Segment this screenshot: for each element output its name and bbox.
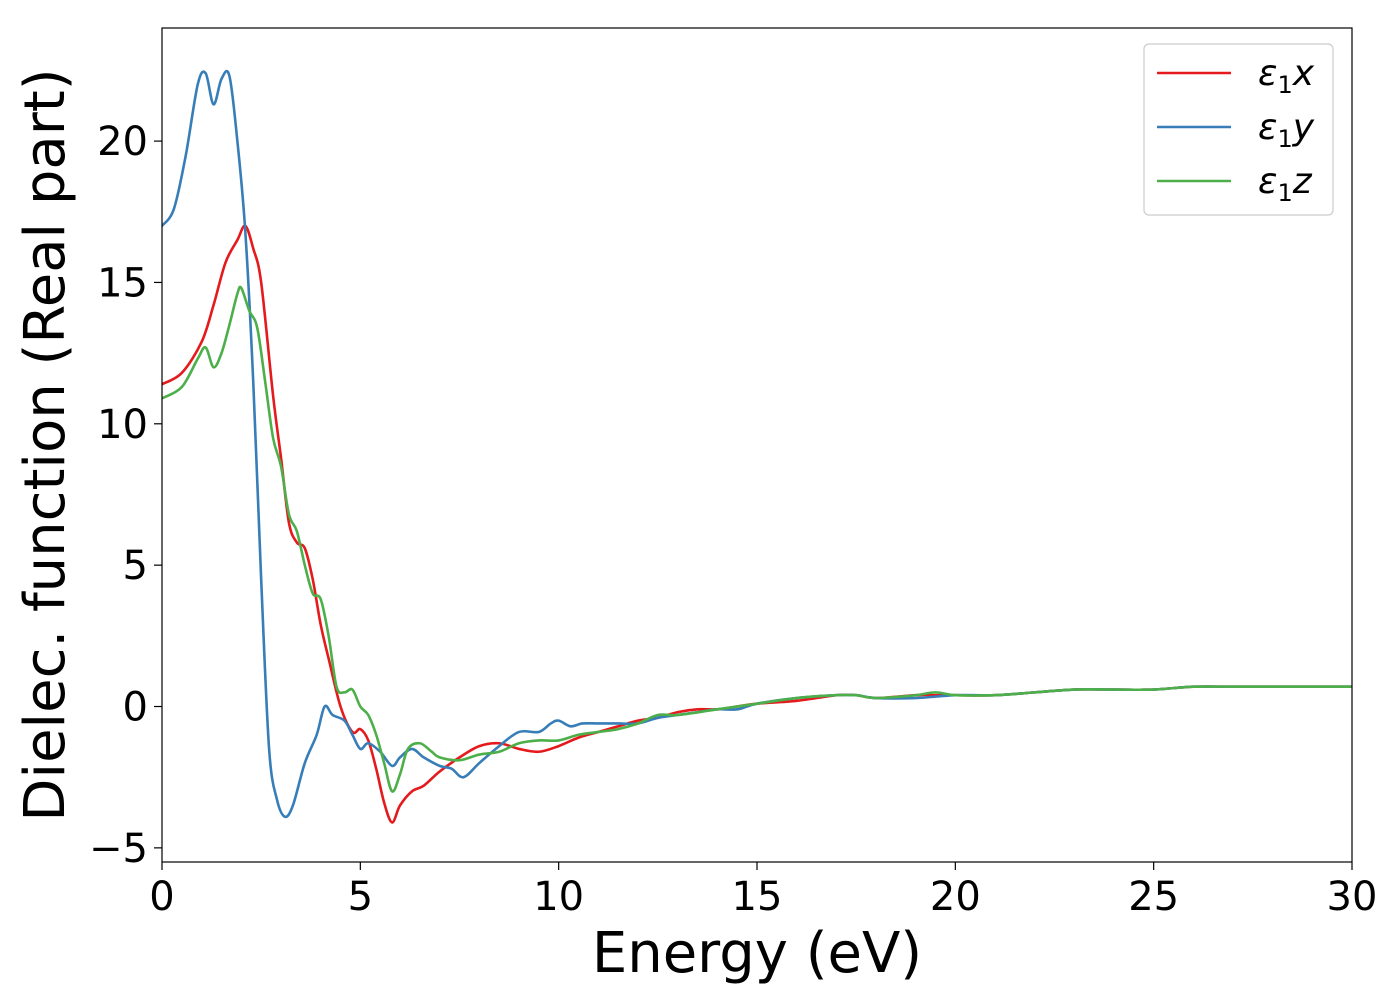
x-tick-label: 15 xyxy=(732,874,783,920)
legend: ε1x ε1y ε1z xyxy=(1143,43,1334,216)
legend-box xyxy=(1143,43,1334,216)
x-tick-label: 25 xyxy=(1128,874,1179,920)
x-tick-label: 10 xyxy=(533,874,584,920)
x-axis: 0 5 10 15 20 25 30 xyxy=(149,862,1377,920)
series-line-2 xyxy=(162,69,1352,819)
y-tick-label: 5 xyxy=(123,543,148,589)
y-tick-label: 20 xyxy=(97,119,148,165)
series-line-1 xyxy=(162,224,1352,824)
y-tick-label: 0 xyxy=(123,685,148,731)
y-tick-label: −5 xyxy=(89,826,148,872)
x-tick-label: 0 xyxy=(149,874,174,920)
y-axis-title: Dielec. function (Real part) xyxy=(13,68,78,821)
legend-label-3: ε1z xyxy=(1258,161,1313,207)
x-tick-label: 5 xyxy=(348,874,373,920)
y-tick-label: 15 xyxy=(97,260,148,306)
series-line-3 xyxy=(162,285,1352,793)
x-axis-title: Energy (eV) xyxy=(592,921,922,986)
y-tick-label: 10 xyxy=(97,402,148,448)
y-axis: −5 0 5 10 15 20 xyxy=(89,119,162,872)
x-tick-label: 30 xyxy=(1327,874,1378,920)
x-tick-label: 20 xyxy=(930,874,981,920)
legend-label-1: ε1x xyxy=(1258,53,1315,99)
legend-label-2: ε1y xyxy=(1258,107,1315,153)
series-layer xyxy=(162,69,1352,824)
